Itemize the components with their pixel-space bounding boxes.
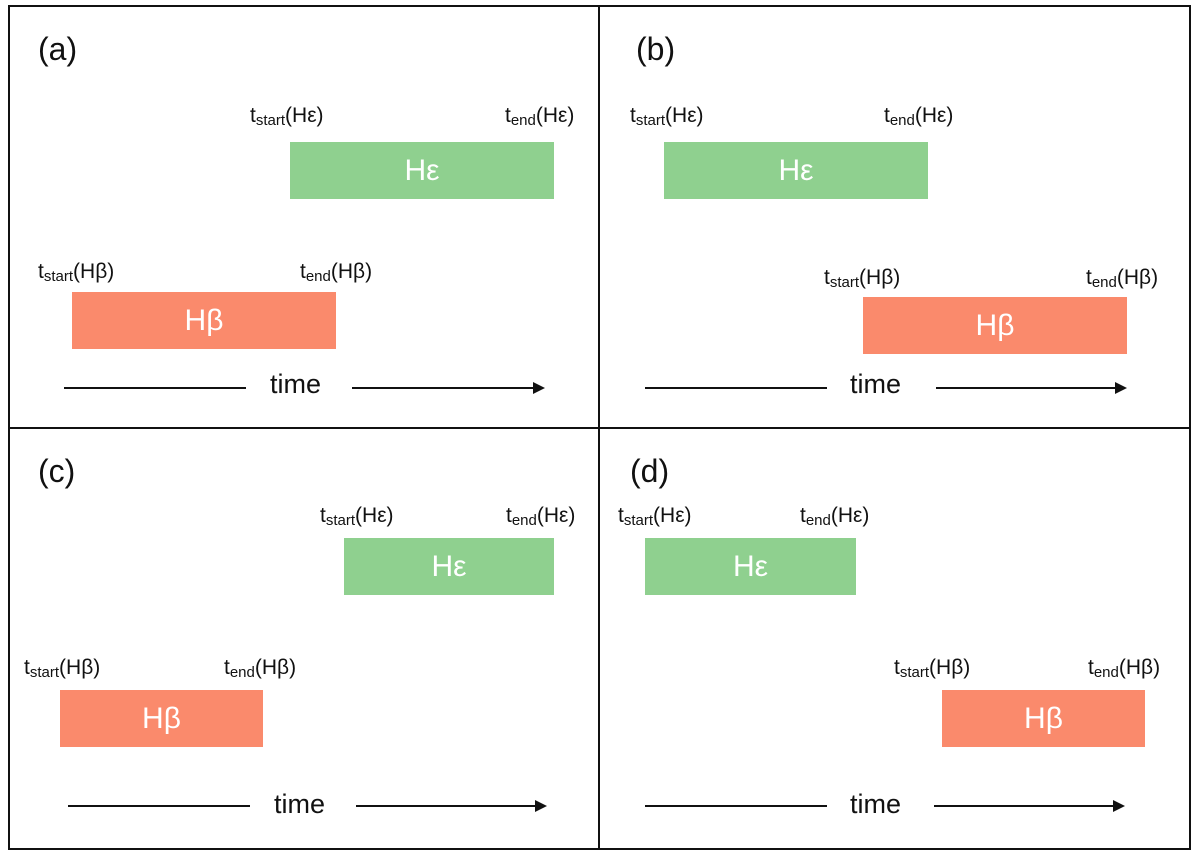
he-bar-label: Hε: [404, 153, 440, 187]
hb-start-label: tstart(Hβ): [824, 266, 901, 291]
horizontal-divider: [8, 427, 1191, 429]
he-end-label: tend(Hε): [505, 104, 575, 129]
time-axis-left-line: [645, 387, 827, 389]
he-bar: Hε: [645, 538, 856, 595]
panel-c: (c) tstart(Hε) tend(Hε) Hε tstart(Hβ) te…: [10, 429, 600, 849]
hb-bar-label: Hβ: [1024, 701, 1063, 735]
time-axis-left-line: [645, 805, 827, 807]
time-axis-right-line: [936, 387, 1116, 389]
hb-bar: Hβ: [72, 292, 336, 349]
hb-bar: Hβ: [942, 690, 1145, 747]
he-bar: Hε: [290, 142, 554, 199]
hb-bar-label: Hβ: [975, 308, 1015, 342]
hb-start-label: tstart(Hβ): [24, 656, 101, 681]
hb-start-label: tstart(Hβ): [38, 260, 115, 285]
he-start-label: tstart(Hε): [630, 104, 704, 129]
he-start-label: tstart(Hε): [320, 504, 394, 529]
he-bar: Hε: [664, 142, 928, 199]
arrow-right-icon: [535, 800, 547, 812]
he-bar: Hε: [344, 538, 554, 595]
time-axis-label: time: [274, 789, 326, 819]
he-end-label: tend(Hε): [800, 504, 870, 529]
time-axis-label: time: [850, 369, 902, 399]
hb-end-label: tend(Hβ): [1088, 656, 1161, 681]
time-axis-right-line: [934, 805, 1114, 807]
time-axis-left-line: [68, 805, 250, 807]
hb-bar: Hβ: [60, 690, 263, 747]
time-axis-label: time: [850, 789, 902, 819]
time-axis-right-line: [352, 387, 534, 389]
panel-letter: (c): [38, 453, 76, 489]
arrow-right-icon: [1113, 800, 1125, 812]
panel-a: (a) tstart(Hε) tend(Hε) Hε tstart(Hβ) te…: [10, 7, 600, 427]
he-bar-label: Hε: [778, 153, 814, 187]
panel-letter: (d): [630, 453, 670, 489]
time-axis-label: time: [270, 369, 322, 399]
he-end-label: tend(Hε): [506, 504, 576, 529]
arrow-right-icon: [533, 382, 545, 394]
panel-d: (d) tstart(Hε) tend(Hε) Hε tstart(Hβ) te…: [600, 429, 1190, 849]
hb-bar-label: Hβ: [142, 701, 181, 735]
panel-b: (b) tstart(Hε) tend(Hε) Hε tstart(Hβ) te…: [600, 7, 1190, 427]
hb-start-label: tstart(Hβ): [894, 656, 971, 681]
he-start-label: tstart(Hε): [250, 104, 324, 129]
panel-letter: (a): [38, 31, 78, 67]
he-start-label: tstart(Hε): [618, 504, 692, 529]
he-bar-label: Hε: [431, 549, 467, 583]
panel-letter: (b): [636, 31, 676, 67]
time-axis-right-line: [356, 805, 536, 807]
hb-bar: Hβ: [863, 297, 1127, 354]
arrow-right-icon: [1115, 382, 1127, 394]
hb-end-label: tend(Hβ): [224, 656, 297, 681]
hb-end-label: tend(Hβ): [300, 260, 373, 285]
he-end-label: tend(Hε): [884, 104, 954, 129]
time-axis-left-line: [64, 387, 246, 389]
he-bar-label: Hε: [732, 549, 769, 583]
hb-end-label: tend(Hβ): [1086, 266, 1159, 291]
hb-bar-label: Hβ: [184, 303, 224, 337]
